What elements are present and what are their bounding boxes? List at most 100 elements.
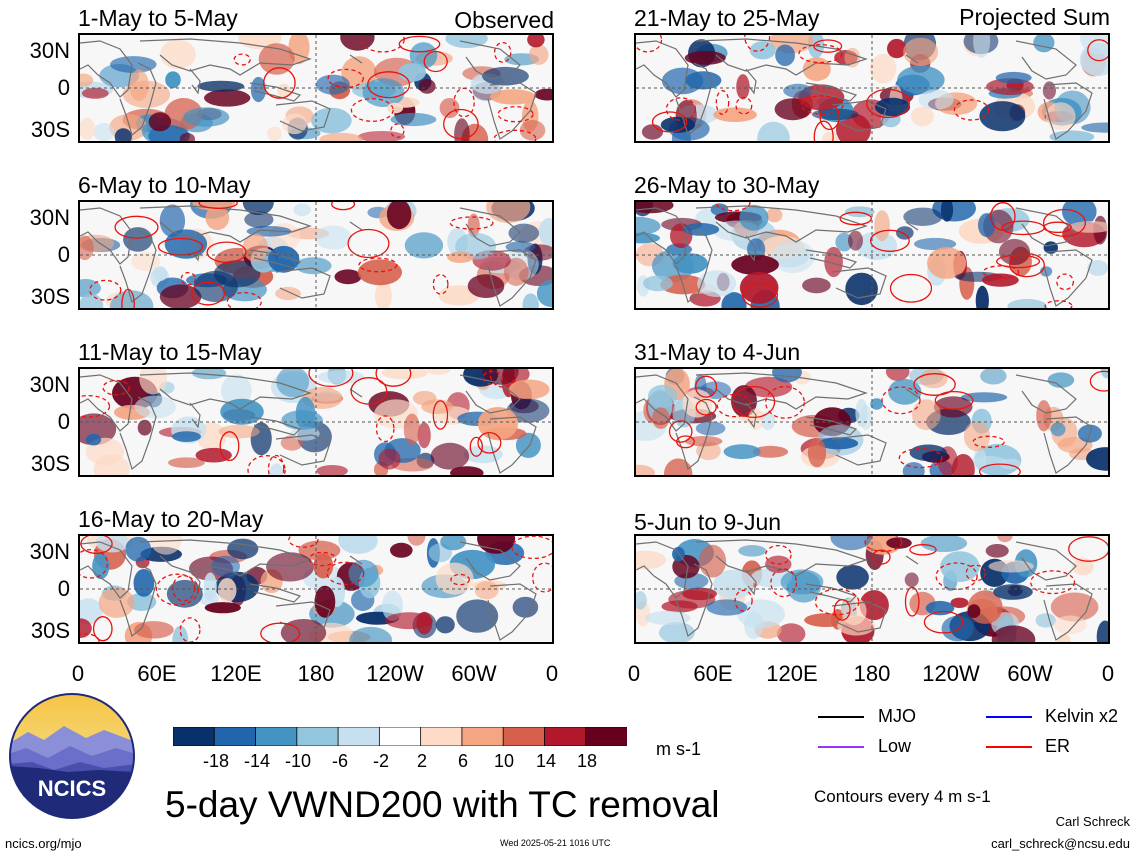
coastline — [745, 68, 757, 95]
anomaly-shading — [997, 536, 1013, 543]
anomaly-shading — [1087, 260, 1108, 276]
anomaly-shading — [505, 241, 536, 253]
anomaly-shading — [914, 237, 957, 251]
anomaly-shading — [664, 458, 693, 475]
anomaly-shading — [193, 270, 238, 303]
anomaly-shading — [697, 270, 737, 297]
er-contour — [331, 202, 356, 211]
anomaly-shading — [456, 599, 499, 633]
legend-line-low — [818, 746, 864, 748]
anomaly-shading — [218, 424, 260, 439]
anomaly-shading — [205, 205, 230, 231]
er-contour — [881, 386, 921, 415]
er-contour — [179, 617, 201, 642]
anomaly-shading — [919, 369, 948, 389]
er-contour — [732, 385, 776, 419]
lon-label: 180 — [853, 661, 891, 686]
panel-title: 31-May to 4-Jun — [634, 339, 801, 365]
coastline — [805, 583, 858, 603]
map-panel — [78, 200, 554, 310]
lat-label: 30S — [30, 117, 70, 142]
anomaly-shading — [672, 253, 708, 274]
er-contour — [1044, 300, 1073, 308]
er-contour — [267, 454, 285, 475]
lon-label: 120E — [766, 661, 818, 686]
er-contour — [866, 88, 910, 119]
anomaly-shading — [166, 579, 203, 608]
anomaly-shading — [830, 536, 872, 551]
anomaly-shading — [848, 230, 863, 251]
er-contour — [247, 455, 286, 475]
colorbar — [172, 726, 628, 747]
anomaly-shading — [512, 596, 539, 618]
legend-line-kelvin — [986, 716, 1032, 718]
map-panel — [634, 200, 1110, 310]
colorbar-tick: -18 — [202, 751, 229, 771]
anomaly-shading — [110, 56, 157, 73]
er-contour — [869, 229, 910, 252]
anomaly-shading — [1007, 298, 1047, 308]
anomaly-shading — [316, 465, 348, 475]
anomaly-shading — [980, 369, 1007, 385]
er-contour — [665, 97, 697, 121]
anomaly-shading — [897, 65, 945, 95]
anomaly-shading — [859, 405, 872, 430]
colorbar-swatch — [378, 726, 422, 747]
anomaly-shading — [903, 207, 943, 226]
colorbar-swatch — [585, 726, 628, 747]
coastline — [275, 267, 331, 299]
er-contour — [155, 573, 199, 606]
anomaly-shading — [125, 536, 152, 562]
coastline — [119, 62, 157, 137]
anomaly-shading — [870, 398, 884, 410]
er-contour — [744, 35, 771, 52]
anomaly-shading — [122, 80, 171, 108]
anomaly-shading — [390, 542, 413, 558]
er-contour — [800, 95, 844, 115]
anomaly-shading — [244, 211, 274, 228]
anomaly-shading — [131, 252, 161, 272]
lon-label: 180 — [297, 661, 335, 686]
coastline — [905, 221, 919, 231]
er-contour — [121, 288, 135, 308]
anomaly-shading — [951, 454, 975, 475]
anomaly-shading — [319, 132, 363, 141]
anomaly-shading — [1047, 372, 1075, 388]
anomaly-shading — [477, 536, 516, 554]
anomaly-shading — [1050, 592, 1099, 622]
lon-label: 60E — [693, 661, 733, 686]
coastline — [695, 372, 868, 410]
anomaly-shading — [744, 376, 793, 398]
anomaly-shading — [885, 369, 910, 381]
anomaly-shading — [334, 269, 362, 285]
anomaly-shading — [807, 438, 827, 468]
anomaly-shading — [1035, 613, 1056, 628]
anomaly-shading — [973, 35, 991, 58]
lon-label: 60W — [1007, 661, 1053, 686]
panel-title: 21-May to 25-May — [634, 5, 820, 31]
anomaly-shading — [349, 626, 392, 642]
anomaly-shading — [85, 433, 102, 446]
anomaly-shading — [985, 544, 1009, 558]
anomaly-shading — [775, 44, 795, 67]
er-contour — [157, 237, 204, 256]
anomaly-shading — [920, 536, 968, 552]
anomaly-shading — [159, 284, 202, 308]
anomaly-shading — [888, 378, 922, 405]
anomaly-shading — [528, 44, 549, 65]
anomaly-shading — [636, 232, 660, 244]
coastline — [831, 434, 887, 466]
coastline — [349, 388, 363, 398]
projected-label: Projected Sum — [959, 4, 1110, 30]
anomaly-shading — [519, 120, 546, 141]
colorbar-swatch — [544, 726, 587, 747]
anomaly-shading — [856, 231, 898, 260]
anomaly-shading — [527, 35, 545, 48]
er-contour — [904, 586, 920, 617]
lat-label: 0 — [57, 409, 70, 434]
anomaly-shading — [93, 123, 115, 141]
er-contour — [390, 123, 405, 139]
anomaly-shading — [636, 216, 661, 236]
er-contour — [263, 67, 296, 99]
anomaly-shading — [227, 538, 259, 560]
